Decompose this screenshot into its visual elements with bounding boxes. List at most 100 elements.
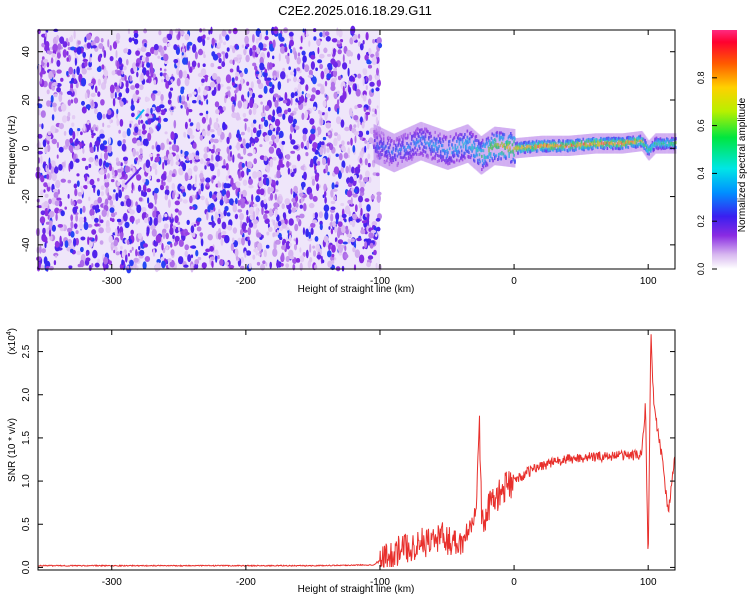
noise-streak <box>124 166 142 186</box>
noise-speck <box>42 227 46 235</box>
noise-speck <box>294 87 298 92</box>
noise-speck <box>113 249 116 254</box>
noise-speck <box>217 217 222 225</box>
noise-speck <box>82 147 85 154</box>
noise-speck <box>107 173 110 179</box>
snr-y-label: SNR (10 * v/v) <box>7 418 18 482</box>
noise-speck <box>342 85 345 94</box>
noise-speck <box>145 113 150 117</box>
noise-speck <box>244 122 247 132</box>
noise-speck <box>312 212 315 219</box>
noise-speck <box>353 131 360 136</box>
noise-speck <box>135 201 138 207</box>
noise-speck <box>234 71 240 77</box>
noise-speck <box>320 85 325 95</box>
noise-speck <box>216 76 221 84</box>
noise-speck <box>66 57 69 62</box>
noise-speck <box>338 29 343 38</box>
noise-speck <box>242 138 246 147</box>
noise-speck <box>171 173 176 178</box>
noise-speck <box>170 242 173 248</box>
y-tick-label: 0.0 <box>21 560 32 574</box>
noise-speck <box>312 250 317 257</box>
noise-speck <box>367 64 373 69</box>
noise-speck <box>126 59 129 66</box>
noise-speck <box>195 174 197 183</box>
noise-speck <box>146 108 150 116</box>
noise-speck <box>333 91 338 100</box>
noise-speck <box>96 111 103 121</box>
noise-speck <box>252 171 258 179</box>
noise-speck <box>342 241 348 245</box>
noise-speck <box>259 144 263 148</box>
noise-speck <box>58 123 64 130</box>
noise-speck <box>317 161 321 166</box>
noise-speck <box>237 100 243 109</box>
noise-speck <box>70 46 76 51</box>
noise-speck <box>222 106 226 111</box>
noise-speck <box>260 101 263 105</box>
noise-speck <box>279 227 283 231</box>
noise-speck <box>213 138 219 144</box>
noise-speck <box>46 144 51 153</box>
noise-speck <box>121 70 124 75</box>
noise-speck <box>376 105 379 109</box>
noise-speck <box>213 206 216 212</box>
noise-speck <box>295 237 299 246</box>
noise-speck <box>148 153 153 158</box>
noise-speck <box>67 227 73 233</box>
signal-cell <box>377 156 379 160</box>
noise-speck <box>111 166 115 176</box>
noise-speck <box>62 166 65 172</box>
noise-speck <box>302 227 305 236</box>
noise-speck <box>315 67 318 72</box>
noise-speck <box>288 32 294 37</box>
noise-speck <box>347 67 350 77</box>
noise-speck <box>368 232 374 239</box>
noise-speck <box>226 47 230 52</box>
noise-speck <box>252 34 255 43</box>
noise-speck <box>248 178 254 185</box>
noise-speck <box>210 62 215 68</box>
noise-speck <box>248 87 252 92</box>
noise-speck <box>289 39 294 47</box>
noise-speck <box>66 71 69 76</box>
noise-speck <box>154 263 159 273</box>
noise-speck <box>153 49 159 56</box>
noise-speck <box>295 258 301 263</box>
noise-speck <box>70 198 73 206</box>
noise-speck <box>154 187 159 194</box>
noise-speck <box>368 176 372 183</box>
noise-speck <box>73 30 76 39</box>
noise-speck <box>340 244 346 249</box>
noise-speck <box>160 100 164 105</box>
noise-speck <box>128 37 133 43</box>
x-tick-label: -200 <box>236 577 256 588</box>
noise-speck <box>73 183 78 189</box>
noise-speck <box>276 71 280 79</box>
noise-speck <box>146 62 151 68</box>
noise-speck <box>67 111 71 118</box>
noise-speck <box>205 248 211 253</box>
noise-speck <box>44 146 48 154</box>
noise-speck <box>296 154 301 162</box>
noise-speck <box>264 135 270 142</box>
noise-speck <box>211 260 214 268</box>
noise-speck <box>376 79 381 87</box>
colorbar-label: Normalized spectral amplitude <box>737 97 748 232</box>
noise-speck <box>248 109 252 116</box>
noise-speck <box>100 185 105 191</box>
noise-speck <box>313 36 317 41</box>
noise-speck <box>98 158 102 167</box>
noise-speck <box>340 166 344 174</box>
noise-speck <box>242 179 248 186</box>
noise-speck <box>266 231 270 236</box>
noise-speck <box>346 141 350 146</box>
noise-speck <box>130 230 134 234</box>
noise-speck <box>95 204 100 210</box>
noise-speck <box>369 81 375 87</box>
noise-speck <box>88 61 92 68</box>
noise-speck <box>169 227 174 235</box>
y-tick-label: 0.5 <box>21 517 32 531</box>
noise-speck <box>53 93 58 98</box>
